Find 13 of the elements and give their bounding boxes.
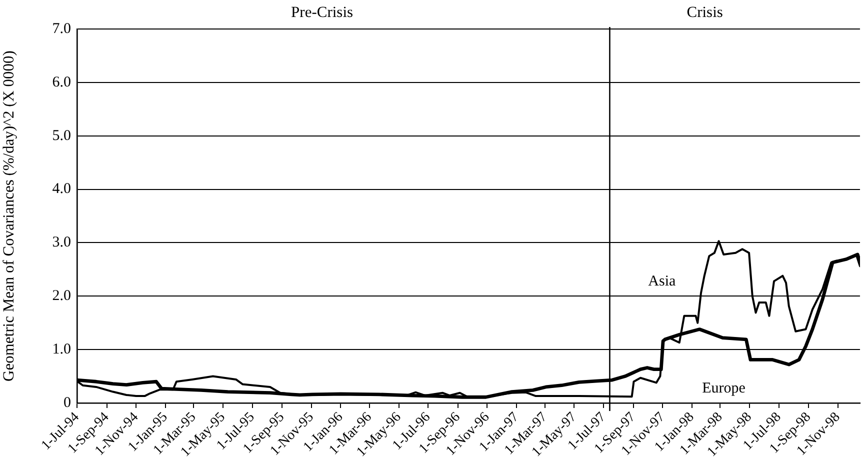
y-axis-title: Geometric Mean of Covariances (%/day)^2 (X 0000): [0, 50, 18, 382]
y-tick-label: 2.0: [52, 288, 71, 304]
y-tick-label: 6.0: [52, 74, 71, 90]
series-label: Europe: [702, 380, 746, 397]
y-tick-label: 1.0: [52, 342, 71, 358]
y-tick-label: 0: [64, 394, 71, 411]
series-label: Asia: [648, 273, 676, 290]
text: Pre-Crisis: [291, 4, 354, 22]
y-tick-label: 3.0: [52, 234, 71, 251]
text: Crisis: [686, 4, 723, 22]
y-tick-label: 4.0: [52, 181, 71, 198]
y-tick-label: 7.0: [52, 20, 71, 37]
y-tick-label: 5.0: [52, 128, 71, 144]
